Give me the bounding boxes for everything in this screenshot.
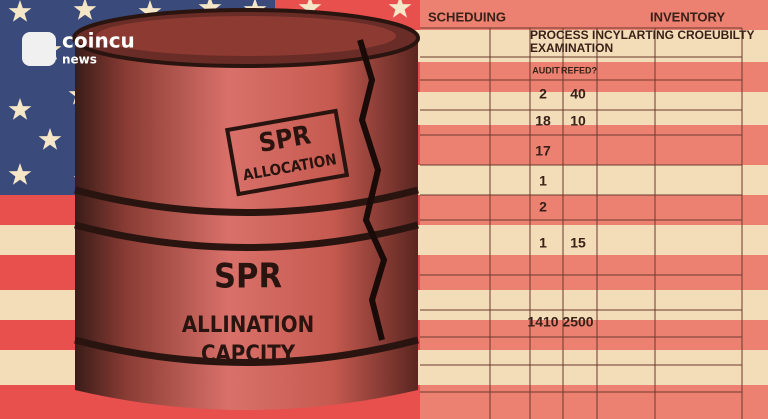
table-cell: 15 xyxy=(570,235,586,251)
barrel-label: CAPCITY xyxy=(201,342,296,367)
table-cell: 18 xyxy=(535,113,551,129)
logo-brand: coincu xyxy=(62,29,135,53)
table-cell: 40 xyxy=(570,86,586,102)
table-grid xyxy=(420,0,768,419)
paper xyxy=(420,0,768,419)
barrel-crack xyxy=(357,39,388,341)
table-cell: 2 xyxy=(539,86,547,102)
star xyxy=(8,98,32,120)
logo-sub: news xyxy=(62,53,97,67)
column-header: AUDIT xyxy=(532,65,560,75)
star xyxy=(8,0,32,22)
table-cell: 17 xyxy=(535,143,551,159)
logo-badge xyxy=(22,32,56,66)
barrel-label: ALLINATION xyxy=(182,313,314,338)
table-cell: 1 xyxy=(539,235,547,251)
star xyxy=(388,0,412,18)
table-title: EXAMINATION xyxy=(530,41,613,55)
barrel-label: SPR xyxy=(214,257,282,297)
table-cell: 2500 xyxy=(562,314,593,330)
table-cell: 2 xyxy=(539,199,547,215)
table-title: PROCESS INCYLARTING CROEUBILTY xyxy=(530,28,754,42)
barrel xyxy=(72,8,420,410)
table-header: SCHEDUING xyxy=(428,9,506,24)
table-cell: 10 xyxy=(570,113,586,129)
star xyxy=(8,163,32,185)
barrel-body xyxy=(75,40,418,410)
barrel-hoop xyxy=(74,336,419,366)
star xyxy=(138,0,162,22)
star xyxy=(73,0,97,20)
table-cell: 1 xyxy=(539,173,547,189)
table-cell: 1410 xyxy=(527,314,558,330)
star xyxy=(38,128,62,150)
table-header: INVENTORY xyxy=(650,9,725,24)
barrel-lid xyxy=(96,16,396,56)
stamp-box xyxy=(224,108,350,197)
column-header: REFED? xyxy=(561,65,597,75)
